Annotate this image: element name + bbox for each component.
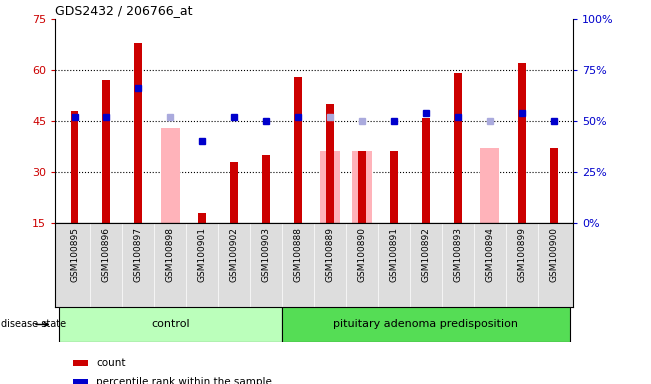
Text: GSM100897: GSM100897	[134, 227, 143, 282]
Text: control: control	[151, 319, 189, 329]
Text: GSM100896: GSM100896	[102, 227, 111, 282]
Text: GSM100895: GSM100895	[70, 227, 79, 282]
Bar	[161, 128, 180, 223]
Text: count: count	[96, 358, 126, 368]
Bar	[262, 155, 270, 223]
Bar	[74, 360, 87, 366]
Bar	[70, 111, 79, 223]
Text: GSM100893: GSM100893	[453, 227, 462, 282]
Bar	[102, 80, 111, 223]
Text: GSM100891: GSM100891	[389, 227, 398, 282]
Text: disease state: disease state	[1, 319, 66, 329]
Bar	[352, 152, 372, 223]
Bar	[454, 73, 462, 223]
Bar	[199, 213, 206, 223]
Text: GSM100889: GSM100889	[326, 227, 335, 282]
Text: GSM100900: GSM100900	[549, 227, 558, 282]
Bar	[549, 148, 558, 223]
Bar	[326, 104, 334, 223]
Text: GDS2432 / 206766_at: GDS2432 / 206766_at	[55, 3, 193, 17]
Text: GSM100888: GSM100888	[294, 227, 303, 282]
Text: GSM100902: GSM100902	[230, 227, 239, 282]
Bar	[74, 379, 87, 384]
Text: GSM100890: GSM100890	[357, 227, 367, 282]
Bar	[518, 63, 526, 223]
Bar	[230, 162, 238, 223]
Bar	[59, 307, 282, 342]
Bar	[135, 43, 143, 223]
Text: GSM100901: GSM100901	[198, 227, 207, 282]
Text: GSM100898: GSM100898	[166, 227, 175, 282]
Bar	[320, 152, 340, 223]
Bar	[422, 118, 430, 223]
Text: GSM100903: GSM100903	[262, 227, 271, 282]
Bar	[294, 77, 302, 223]
Bar	[390, 152, 398, 223]
Bar	[480, 148, 499, 223]
Text: pituitary adenoma predisposition: pituitary adenoma predisposition	[333, 319, 518, 329]
Bar	[358, 152, 366, 223]
Text: percentile rank within the sample: percentile rank within the sample	[96, 377, 272, 384]
Bar	[282, 307, 570, 342]
Text: GSM100894: GSM100894	[485, 227, 494, 282]
Text: GSM100892: GSM100892	[421, 227, 430, 282]
Text: GSM100899: GSM100899	[518, 227, 526, 282]
